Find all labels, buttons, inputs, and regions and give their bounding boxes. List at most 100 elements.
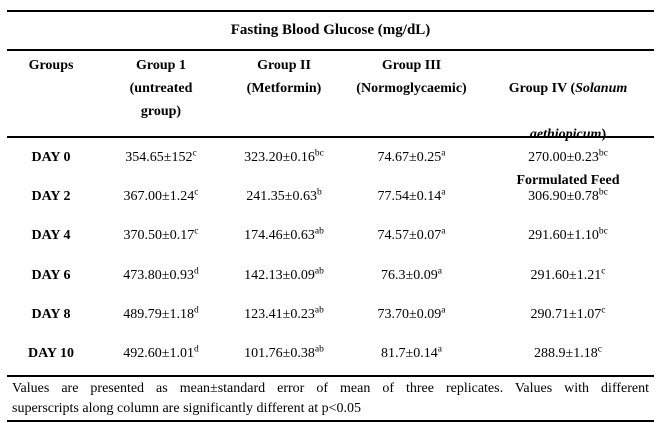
significance-superscript: c	[192, 148, 197, 158]
significance-superscript: c	[601, 305, 606, 316]
row-header-day: DAY 0	[31, 149, 71, 165]
value: 270.00±0.23	[528, 149, 599, 165]
row-header-day: DAY 8	[31, 306, 71, 322]
significance-superscript: c	[597, 344, 602, 355]
value-cell: 270.00±0.23bc	[482, 148, 654, 166]
significance-superscript: ab	[314, 266, 324, 276]
value: 291.60±1.10	[528, 228, 599, 244]
value: 354.65±152	[125, 149, 193, 165]
value-cell: 241.35±0.63b	[227, 187, 341, 205]
table-row: DAY 4 370.50±0.17c 174.46±0.63ab 74.57±0…	[7, 217, 654, 256]
group4-line2: aethiopicum)	[482, 123, 654, 146]
value-cell: 77.54±0.14a	[341, 187, 482, 205]
row-header-day: DAY 10	[27, 346, 75, 362]
value: 241.35±0.63	[246, 188, 317, 204]
significance-superscript: ab	[314, 305, 324, 316]
value-cell: 81.7±0.14a	[341, 344, 482, 362]
value-cell: 290.71±1.07c	[482, 305, 654, 323]
significance-superscript: d	[193, 266, 199, 276]
value: 367.00±1.24	[123, 188, 195, 204]
value: 290.71±1.07	[530, 306, 602, 322]
table-title: Fasting Blood Glucose (mg/dL)	[230, 22, 431, 38]
table-row: DAY 0 354.65±152c 323.20±0.16bc 74.67±0.…	[7, 138, 654, 177]
value-cell: 74.67±0.25a	[341, 148, 482, 166]
value: 77.54±0.14	[377, 188, 442, 204]
column-header-group1: Group 1 (untreated group)	[129, 58, 193, 119]
significance-superscript: d	[193, 305, 199, 316]
value-cell: 288.9±1.18c	[482, 344, 654, 362]
value: 123.41±0.23	[244, 306, 315, 322]
row-header-day: DAY 2	[31, 188, 71, 204]
value-cell: 74.57±0.07a	[341, 227, 482, 244]
value-cell: 73.70±0.09a	[341, 305, 482, 323]
significance-superscript: a	[441, 305, 446, 316]
significance-superscript: bc	[598, 148, 608, 158]
value: 73.70±0.09	[377, 306, 442, 322]
value-cell: 323.20±0.16bc	[227, 148, 341, 166]
value-cell: 101.76±0.38ab	[227, 344, 341, 362]
column-header-group3: Group III (Normoglycaemic)	[356, 58, 467, 96]
significance-superscript: bc	[314, 148, 324, 158]
value: 174.46±0.63	[244, 228, 315, 244]
table-row: DAY 10 492.60±1.01d 101.76±0.38ab 81.7±0…	[7, 335, 654, 374]
value-cell: 291.60±1.10bc	[482, 226, 654, 244]
significance-superscript: d	[193, 344, 199, 355]
table-header-row: Groups Group 1 (untreated group) Group I…	[7, 54, 654, 215]
value: 473.80±0.93	[123, 267, 194, 283]
significance-superscript: bc	[598, 187, 608, 198]
rule-below-title	[7, 49, 654, 51]
rule-above-footnote	[7, 375, 654, 377]
value-cell: 492.60±1.01d	[95, 344, 227, 362]
table-footnote: Values are presented as mean±standard er…	[12, 379, 649, 419]
value: 142.13±0.09	[244, 267, 315, 283]
value-cell: 354.65±152c	[95, 148, 227, 166]
value-cell: 291.60±1.21c	[482, 266, 654, 284]
value-cell: 489.79±1.18d	[95, 305, 227, 323]
significance-superscript: c	[194, 187, 199, 198]
value-cell: 367.00±1.24c	[95, 187, 227, 205]
table-row: DAY 6 473.80±0.93d 142.13±0.09ab 76.3±0.…	[7, 256, 654, 295]
value-cell: 76.3±0.09a	[341, 266, 482, 284]
value-cell: 370.50±0.17c	[95, 226, 227, 244]
footnote-line2: superscripts along column are significan…	[12, 401, 361, 416]
table-row: DAY 8 489.79±1.18d 123.41±0.23ab 73.70±0…	[7, 295, 654, 334]
group4-species-genus: Solanum	[575, 81, 628, 96]
value: 101.76±0.38	[244, 346, 315, 362]
value-cell: 142.13±0.09ab	[227, 266, 341, 284]
column-header-group2: Group II (Metformin)	[246, 58, 322, 96]
value-cell: 473.80±0.93d	[95, 266, 227, 284]
significance-superscript: c	[194, 226, 199, 237]
row-header-day: DAY 4	[31, 228, 71, 244]
column-header-group4: Group IV (Solanum aethiopicum) Formulate…	[482, 54, 654, 215]
value: 489.79±1.18	[123, 306, 194, 322]
table-body: DAY 0 354.65±152c 323.20±0.16bc 74.67±0.…	[7, 138, 654, 374]
value: 74.57±0.07	[377, 228, 442, 244]
rule-below-header	[7, 136, 654, 138]
significance-superscript: ab	[314, 344, 324, 355]
significance-superscript: c	[601, 266, 606, 276]
significance-superscript: b	[316, 187, 322, 198]
row-header-day: DAY 6	[31, 267, 71, 283]
group4-paren: )	[601, 127, 607, 142]
significance-superscript: ab	[314, 226, 324, 237]
value: 323.20±0.16	[244, 149, 315, 165]
significance-superscript: a	[437, 266, 442, 276]
value: 76.3±0.09	[381, 267, 438, 283]
significance-superscript: a	[441, 148, 446, 158]
value-cell: 174.46±0.63ab	[227, 226, 341, 244]
significance-superscript: a	[437, 344, 442, 355]
significance-superscript: a	[441, 187, 446, 198]
value: 288.9±1.18	[534, 346, 598, 362]
table-row: DAY 2 367.00±1.24c 241.35±0.63b 77.54±0.…	[7, 177, 654, 216]
value: 370.50±0.17	[123, 228, 195, 244]
group4-prefix: Group IV (	[508, 81, 576, 96]
value-cell: 306.90±0.78bc	[482, 187, 654, 205]
value: 492.60±1.01	[123, 346, 194, 362]
group4-line1: Group IV (Solanum	[482, 77, 654, 100]
value: 291.60±1.21	[530, 267, 602, 283]
rule-top	[7, 10, 654, 12]
rule-bottom	[7, 420, 654, 422]
significance-superscript: bc	[598, 226, 608, 237]
column-header-groups: Groups	[28, 58, 74, 73]
